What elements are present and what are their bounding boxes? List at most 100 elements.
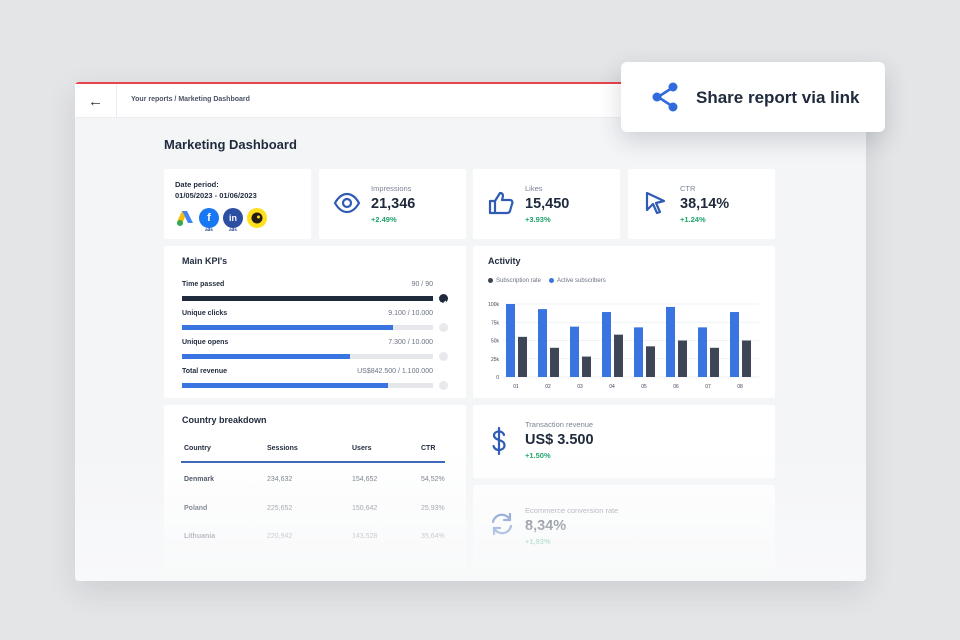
stat-label: CTR: [680, 184, 696, 193]
country-breakdown-card: Country breakdown Country Sessions Users…: [164, 405, 466, 581]
kpi-value: 9.100 / 10.000: [388, 310, 433, 317]
table-header-divider: [181, 461, 445, 463]
kpi-value: US$842.500 / 1.100.000: [357, 368, 433, 375]
x-tick-label: 06: [673, 384, 679, 390]
x-tick-label: 08: [737, 384, 743, 390]
x-tick-label: 01: [513, 384, 519, 390]
impressions-card: Impressions 21,346 +2.49%: [319, 169, 466, 239]
column-header[interactable]: Sessions: [267, 445, 298, 452]
kpi-progress-fill: [182, 383, 388, 388]
bar-subscription-rate: [518, 336, 527, 377]
google-ads-icon: [175, 208, 195, 228]
table-cell: 234,632: [267, 476, 293, 483]
date-period-card: Date period: 01/05/2023 - 01/06/2023 f a…: [164, 169, 311, 239]
kpi-name: Unique clicks: [182, 310, 228, 317]
page-title: Marketing Dashboard: [164, 137, 297, 152]
legend-item: Subscription rate: [488, 278, 541, 284]
x-tick-label: 04: [609, 384, 615, 390]
table-cell: 35,64%: [421, 533, 445, 540]
section-title: Activity: [488, 256, 521, 266]
kpi-progress-track: [182, 354, 433, 359]
kpi-progress-fill: [182, 354, 351, 359]
bar-subscription-rate: [710, 347, 719, 377]
activity-bar-chart: 0 25k 50k 75k 100k 01 02 03 04 05 06 07 08: [488, 302, 759, 390]
kpi-progress-track: [182, 383, 433, 388]
cursor-icon: [645, 191, 666, 215]
ctr-card: CTR 38,14% +1.24%: [628, 169, 775, 239]
legend-item: Active subscribers: [549, 278, 606, 284]
check-icon: [439, 294, 448, 306]
kpi-name: Time passed: [182, 281, 225, 288]
stat-delta: +3.93%: [525, 215, 551, 224]
bar-active-subscribers: [730, 312, 739, 377]
table-cell: 220,942: [267, 533, 293, 540]
stat-delta: +2.49%: [371, 215, 397, 224]
breadcrumb[interactable]: Your reports / Marketing Dashboard: [131, 96, 250, 103]
kpi-progress-track: [182, 325, 433, 330]
section-title: Country breakdown: [182, 415, 267, 425]
stat-label: Transaction revenue: [525, 420, 594, 429]
table-cell: 154,652: [352, 476, 378, 483]
date-period-label: Date period:: [175, 180, 219, 189]
back-arrow-icon[interactable]: ←: [75, 84, 117, 118]
linkedin-ads-icon: in ads: [223, 208, 243, 232]
table-cell: 225,652: [267, 505, 293, 512]
bar-subscription-rate: [646, 346, 655, 377]
dashboard-window: ← Your reports / Marketing Dashboard Mar…: [75, 82, 866, 581]
data-source-icons: f ads in ads: [175, 208, 267, 232]
pending-dot-icon: [439, 352, 448, 361]
bar-active-subscribers: [666, 306, 675, 377]
kpi-value: 7.300 / 10.000: [388, 339, 433, 346]
bar-active-subscribers: [538, 309, 547, 377]
bar-subscription-rate: [550, 347, 559, 377]
column-header[interactable]: Country: [184, 445, 211, 452]
stat-label: Ecommerce conversion rate: [525, 506, 619, 515]
bar-active-subscribers: [506, 304, 515, 377]
bar-subscription-rate: [678, 340, 687, 377]
y-tick-label: 75k: [491, 320, 500, 326]
table-cell: 150,642: [352, 505, 378, 512]
facebook-ads-icon: f ads: [199, 208, 219, 232]
column-header[interactable]: CTR: [421, 445, 436, 452]
chart-legend: Subscription rate Active subscribers: [488, 278, 606, 284]
bar-active-subscribers: [570, 326, 579, 377]
y-tick-label: 25k: [491, 357, 500, 363]
table-cell: Lithuania: [184, 533, 216, 540]
stat-value: 8,34%: [525, 518, 567, 534]
kpi-name: Unique opens: [182, 339, 229, 346]
pending-dot-icon: [439, 381, 448, 390]
y-tick-label: 100k: [488, 302, 499, 308]
table-cell: 143,528: [352, 533, 378, 540]
stat-value: US$ 3.500: [525, 432, 594, 448]
kpi-progress-fill: [182, 296, 433, 301]
stat-label: Likes: [525, 184, 543, 193]
y-tick-label: 0: [496, 375, 499, 381]
stat-delta: +1.50%: [525, 451, 551, 460]
dollar-icon: [492, 427, 506, 456]
x-tick-label: 07: [705, 384, 711, 390]
column-header[interactable]: Users: [352, 445, 372, 452]
share-label: Share report via link: [696, 88, 860, 107]
bar-subscription-rate: [614, 334, 623, 377]
stat-value: 38,14%: [680, 196, 730, 212]
bar-active-subscribers: [634, 327, 643, 377]
table-cell: Poland: [184, 505, 208, 512]
eye-icon: [333, 192, 361, 214]
bar-subscription-rate: [742, 340, 751, 377]
stat-delta: +1.24%: [680, 215, 706, 224]
bar-subscription-rate: [582, 356, 591, 377]
thumbs-up-icon: [488, 191, 514, 215]
kpi-name: Total revenue: [182, 368, 227, 375]
stat-value: 21,346: [371, 196, 416, 212]
kpi-value: 90 / 90: [411, 281, 433, 288]
share-icon: [652, 82, 678, 112]
stat-label: Impressions: [371, 184, 412, 193]
activity-card: Activity Subscription rate Active subscr…: [473, 246, 775, 398]
y-tick-label: 50k: [491, 339, 500, 345]
bar-active-subscribers: [602, 312, 611, 377]
pending-dot-icon: [439, 323, 448, 332]
kpi-progress-track: [182, 296, 433, 301]
share-report-button[interactable]: Share report via link: [621, 62, 885, 132]
conversion-rate-card: Ecommerce conversion rate 8,34% +1,93%: [473, 485, 775, 581]
mailchimp-icon: [247, 208, 267, 228]
